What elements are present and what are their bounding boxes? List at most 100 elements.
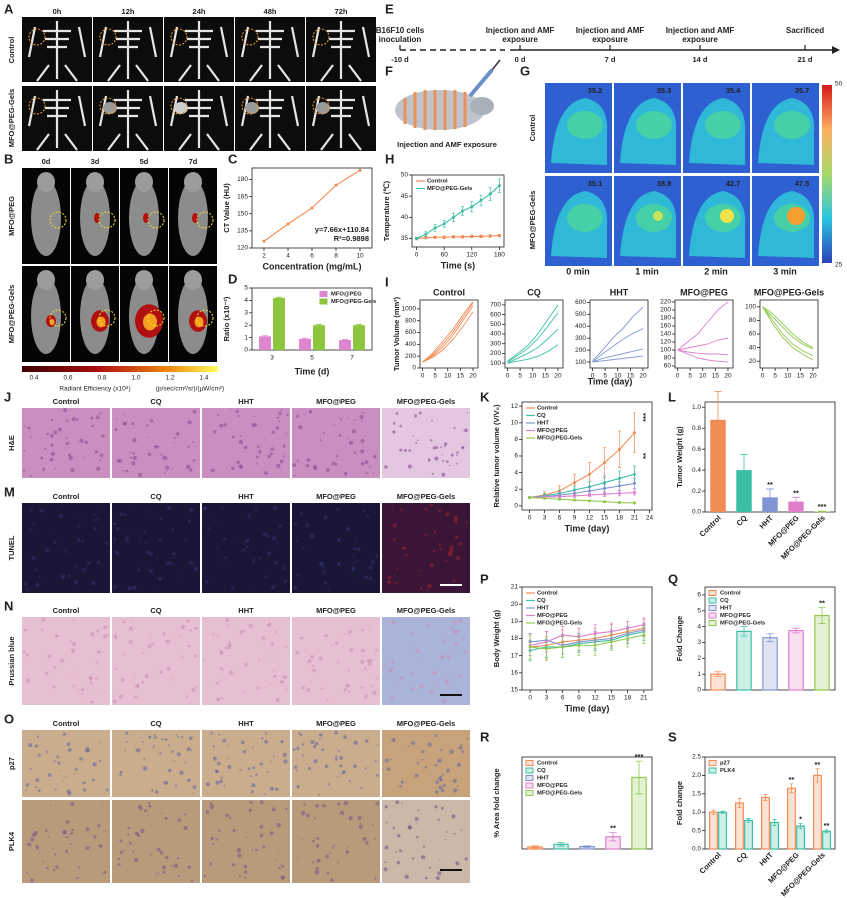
skeleton <box>98 21 158 82</box>
error-bar <box>711 809 716 815</box>
y-tick-label: 2.5 <box>692 754 701 761</box>
legend-label: MFO@PEG-Gels <box>427 186 472 192</box>
chart-title: Control <box>433 287 465 297</box>
y-tick-label: 2 <box>697 655 701 662</box>
mouse-head <box>184 270 202 290</box>
column-label: Control <box>53 492 80 501</box>
tissue-texture <box>73 772 76 775</box>
bar <box>339 340 351 350</box>
data-point <box>442 222 446 226</box>
tissue-texture <box>22 469 26 472</box>
tissue-texture <box>272 755 275 758</box>
legend-label: p27 <box>720 761 730 767</box>
tissue-texture <box>430 503 433 507</box>
x-tick-label: 6 <box>561 695 565 702</box>
tissue-texture <box>205 810 210 814</box>
tissue-texture <box>269 786 274 791</box>
tissue-texture <box>444 838 446 841</box>
tissue-texture <box>250 775 252 777</box>
tissue-texture <box>183 813 187 816</box>
tissue-texture <box>161 737 164 741</box>
tissue-texture <box>173 442 175 444</box>
data-line <box>530 624 644 646</box>
y-tick-label: 180 <box>237 176 248 183</box>
tissue-texture <box>435 875 440 881</box>
data-point <box>497 184 501 188</box>
tissue-texture <box>85 827 90 832</box>
y-tick-label: 3 <box>244 310 248 317</box>
tissue-texture <box>312 668 317 673</box>
tissue-texture <box>219 779 224 784</box>
tissue-texture <box>63 548 65 550</box>
tissue-texture <box>368 576 373 581</box>
tissue-texture <box>316 837 320 840</box>
tissue-texture <box>159 752 162 755</box>
tissue-texture <box>217 524 220 527</box>
tissue-texture <box>187 519 191 523</box>
error-bar <box>766 633 774 643</box>
legend-label: MFO@PEG <box>537 783 568 789</box>
tissue-texture <box>347 847 349 849</box>
tissue-texture <box>362 411 365 414</box>
tissue-texture <box>156 872 159 875</box>
tissue-texture <box>58 514 63 519</box>
tissue-texture <box>445 460 449 464</box>
micrograph <box>202 800 290 883</box>
y-axis-label: Body Weight (g) <box>492 609 501 667</box>
tissue-texture <box>99 453 104 458</box>
legend-label: MFO@PEG-Gels <box>537 791 582 797</box>
tissue-texture <box>65 849 69 853</box>
tissue-texture <box>148 804 152 808</box>
tissue-texture <box>429 563 434 568</box>
tissue-texture <box>404 546 407 549</box>
tissue-texture <box>87 561 91 565</box>
tissue-texture <box>451 814 456 819</box>
y-tick-label: 400 <box>490 331 501 338</box>
tissue-texture <box>99 412 102 415</box>
tissue-texture <box>96 466 101 471</box>
data-line <box>592 348 644 363</box>
mouse <box>31 180 61 256</box>
y-tick-label: 180 <box>660 315 671 322</box>
tissue-texture <box>426 589 429 592</box>
tissue-texture <box>259 800 264 805</box>
tissue-texture <box>71 831 74 834</box>
tissue-texture <box>326 871 330 875</box>
tissue-texture <box>113 634 118 639</box>
temperature: 35.3 <box>657 86 672 95</box>
tissue-texture <box>119 695 123 699</box>
y-tick-label: 135 <box>237 228 248 235</box>
tissue-texture <box>224 646 228 650</box>
tissue-texture <box>265 732 268 735</box>
tissue-texture <box>43 467 45 470</box>
data-line <box>507 304 559 362</box>
chart-title: MFO@PEG-Gels <box>754 287 824 297</box>
tissue-texture <box>259 824 264 829</box>
x-tick-label: 5 <box>603 373 607 380</box>
tissue-texture <box>112 699 117 704</box>
data-point <box>603 461 606 465</box>
skeleton <box>311 90 371 151</box>
micrograph <box>202 617 290 705</box>
tissue-texture <box>159 517 163 520</box>
tissue-texture <box>269 831 274 836</box>
tissue-texture <box>292 748 296 751</box>
x-tick-label: 120 <box>466 252 477 259</box>
tissue-texture <box>375 554 379 558</box>
legend-swatch <box>319 291 328 297</box>
tissue-texture <box>94 450 99 454</box>
data-line <box>529 432 635 499</box>
tissue-texture <box>239 435 242 437</box>
tissue-texture <box>458 542 463 546</box>
tissue-texture <box>125 469 129 473</box>
tissue-texture <box>295 651 300 655</box>
tissue-texture <box>139 537 141 540</box>
tissue-texture <box>88 676 93 681</box>
bar <box>814 614 830 691</box>
tissue-texture <box>237 415 240 418</box>
tissue-texture <box>416 835 419 839</box>
tissue-texture <box>72 684 75 687</box>
column-label: 3d <box>91 157 100 166</box>
x-tick-label: 5 <box>433 373 437 380</box>
tissue-texture <box>189 507 193 512</box>
